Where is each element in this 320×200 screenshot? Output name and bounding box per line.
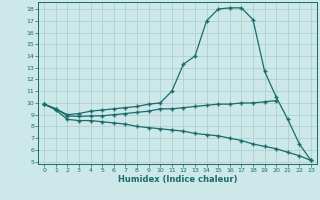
X-axis label: Humidex (Indice chaleur): Humidex (Indice chaleur) <box>118 175 237 184</box>
